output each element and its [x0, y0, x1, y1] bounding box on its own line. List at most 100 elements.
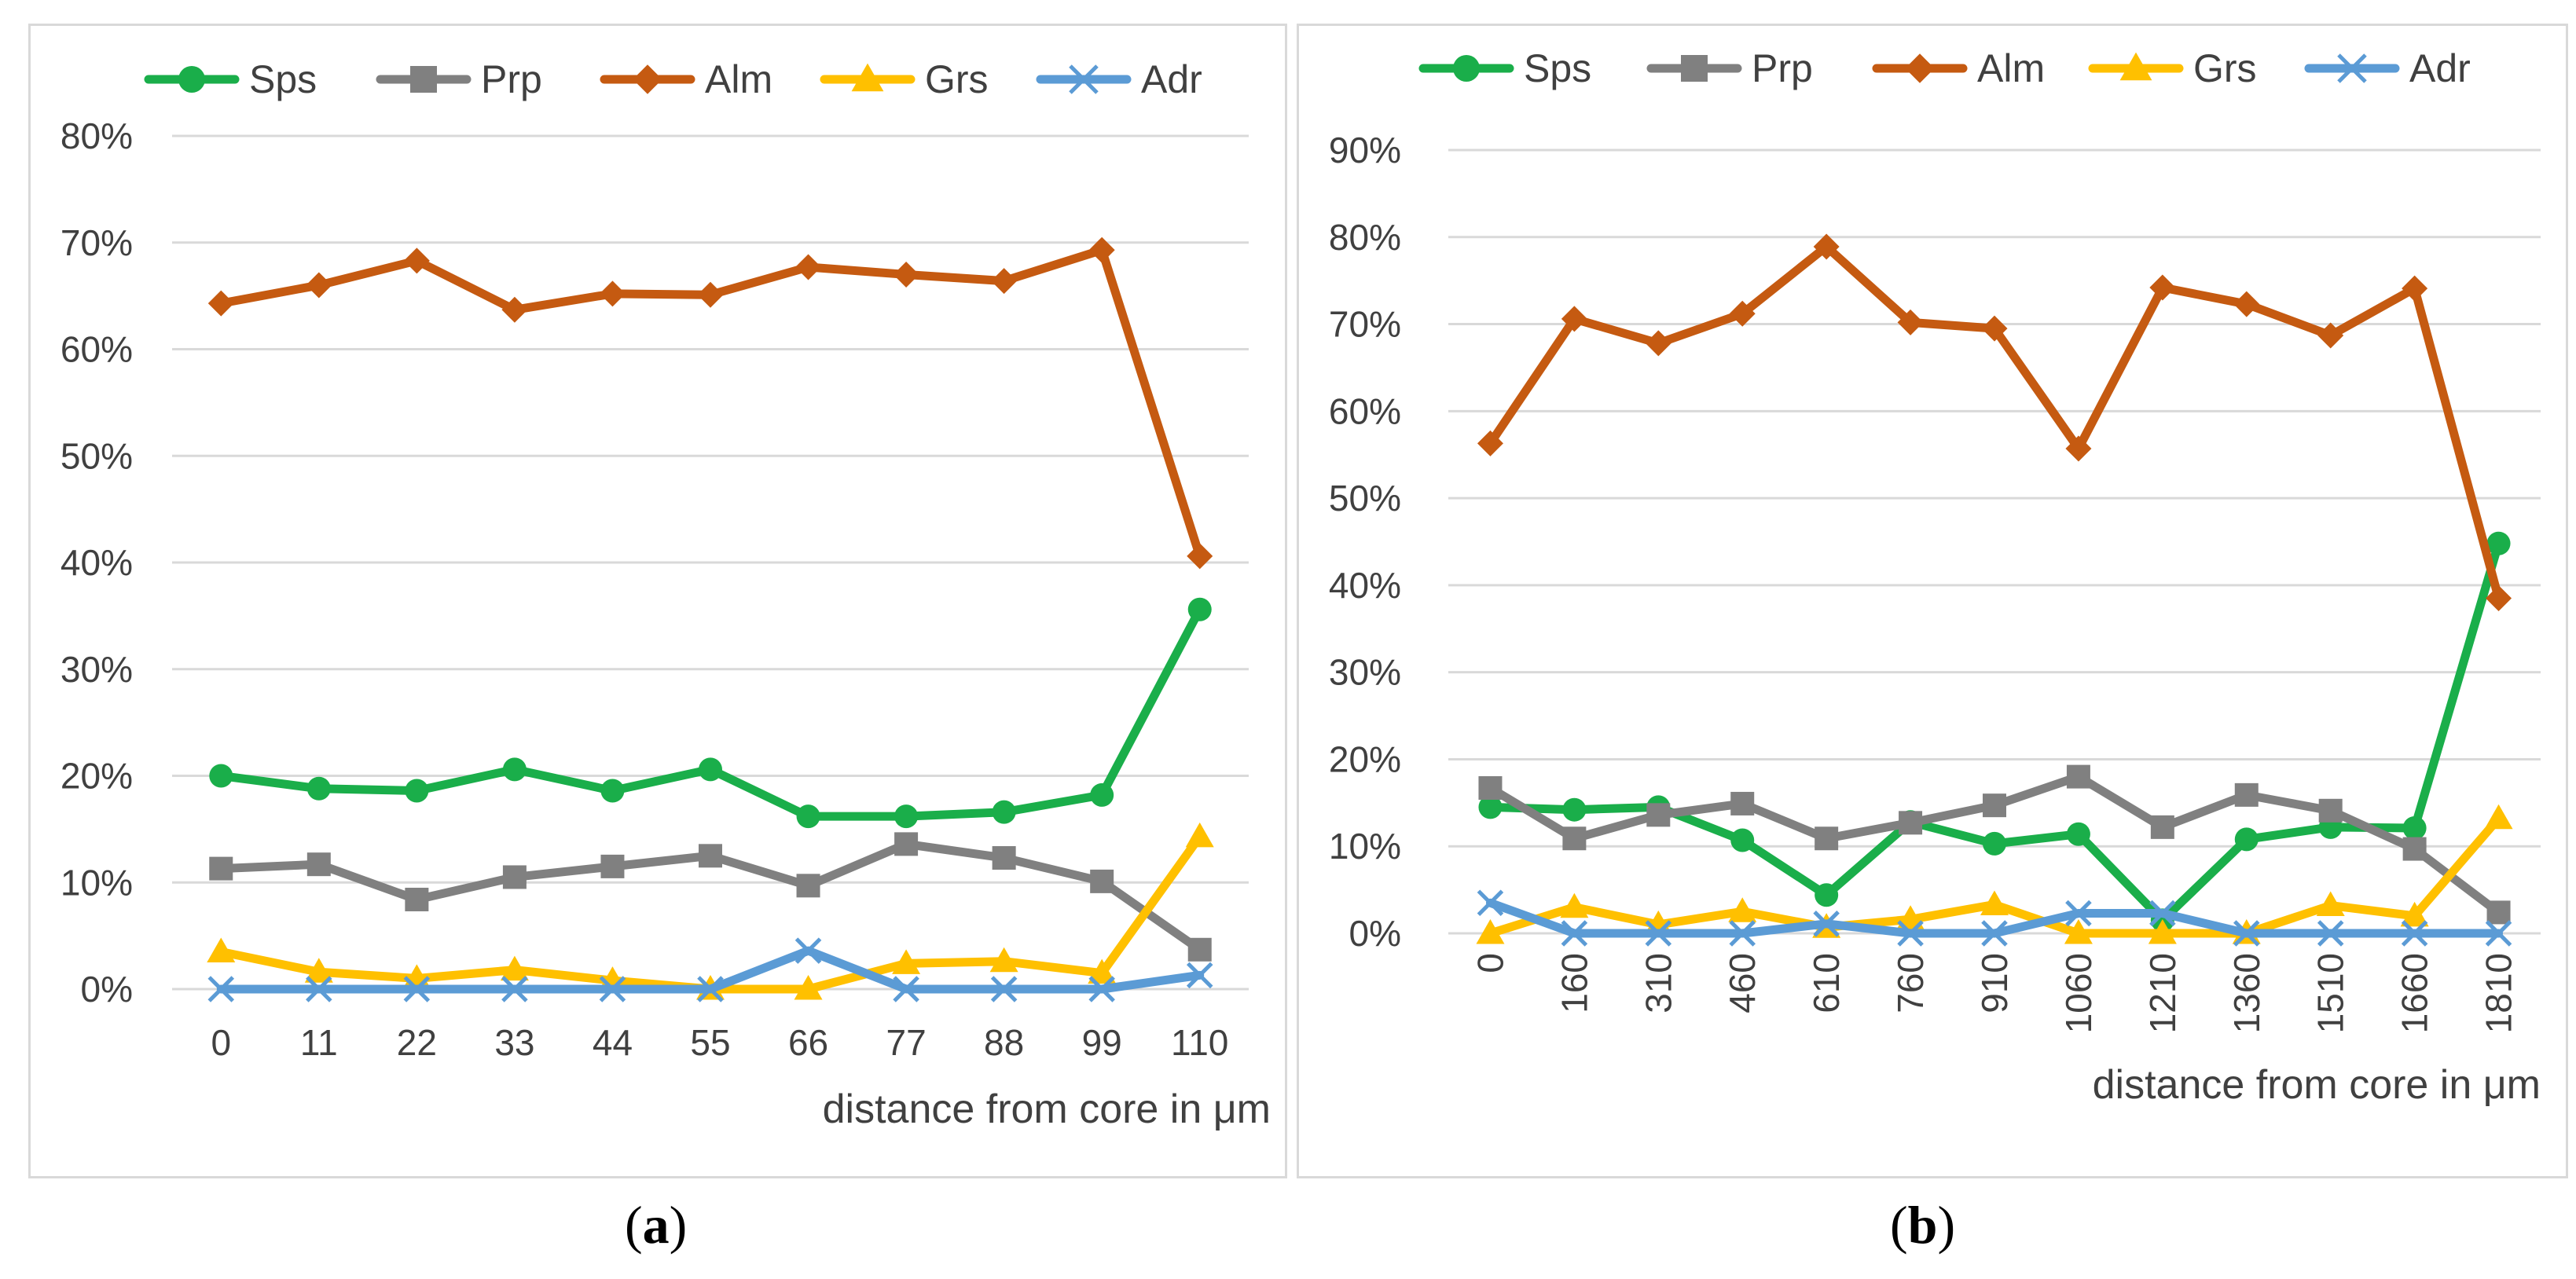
chart-a-point-sps-99 [1090, 782, 1114, 807]
chart-b-point-adr-910-stroke-2 [1981, 920, 2008, 947]
chart-a-point-adr-33 [501, 976, 528, 1002]
chart-b-legend-marker-prp [1681, 55, 1708, 82]
chart-a-point-prp-110 [1187, 937, 1212, 962]
chart-a-point-alm-33 [501, 296, 528, 323]
chart-a-ytick-80pct: 80% [61, 115, 133, 156]
chart-b-point-prp-1810 [2486, 900, 2511, 925]
chart-a-point-grs-11 [304, 958, 333, 983]
chart-a-legend-marker-sps [178, 66, 205, 93]
chart-a-point-sps-55 [699, 757, 722, 782]
caption-a: (a) [625, 1195, 688, 1255]
chart-b-point-alm-0 [1477, 430, 1503, 456]
chart-b-point-prp-1660 [2402, 837, 2427, 861]
chart-b-point-prp-910 [1983, 793, 2006, 818]
chart-a-ytick-0pct: 0% [81, 969, 133, 1010]
chart-b-ytick-0pct: 0% [1349, 913, 1401, 954]
chart-a-point-adr-99-stroke-2 [1088, 976, 1115, 1002]
chart-b-point-sps-1360 [2234, 827, 2259, 852]
chart-a-point-adr-11 [306, 976, 332, 1002]
chart-b-legend-label-sps: Sps [1524, 46, 1591, 90]
chart-b-point-prp-1210 [2150, 815, 2174, 839]
chart-b-xtick-1510: 1510 [2310, 953, 2351, 1033]
chart-a-point-alm-55 [697, 281, 724, 308]
chart-a-xtick-0: 0 [211, 1022, 231, 1063]
chart-a-legend-label-grs: Grs [925, 57, 989, 101]
chart-b-ytick-60pct: 60% [1329, 390, 1401, 431]
chart-b-xtick-310: 310 [1638, 953, 1679, 1013]
chart-b-xtick-1060: 1060 [2058, 953, 2099, 1033]
chart-a-point-prp-33 [502, 865, 527, 889]
chart-b-point-adr-1360 [2233, 920, 2260, 947]
chart-a-ytick-20pct: 20% [61, 756, 133, 797]
chart-a-point-prp-0 [209, 856, 233, 881]
chart-a-point-alm-110 [1187, 543, 1213, 570]
chart-b-ytick-80pct: 80% [1329, 217, 1401, 258]
chart-b-point-alm-760 [1897, 309, 1924, 335]
chart-a-point-sps-0 [209, 764, 233, 788]
chart-b-legend-marker-adr [2337, 53, 2367, 83]
chart-b-point-adr-1510-stroke-2 [2317, 920, 2344, 947]
chart-b-series-line-alm [1485, 242, 2504, 603]
chart-b-point-prp-1360 [2234, 782, 2259, 807]
chart-a-point-adr-55-stroke-2 [697, 976, 724, 1002]
chart-a-xtick-22: 22 [397, 1022, 437, 1063]
chart-a-legend-label-prp: Prp [481, 57, 542, 101]
chart-a-xtick-33: 33 [494, 1022, 534, 1063]
chart-a-point-alm-99 [1088, 236, 1115, 263]
chart-b-xtick-0: 0 [1470, 953, 1510, 973]
chart-a-point-prp-77 [894, 832, 919, 856]
chart-a-point-sps-66 [796, 804, 820, 829]
chart-b-point-prp-460 [1730, 791, 1755, 815]
chart-b-legend-label-adr: Adr [2409, 46, 2471, 90]
chart-a-point-adr-44-stroke-2 [599, 976, 626, 1002]
chart-b-point-grs-910 [1980, 890, 2009, 915]
chart-b-point-adr-1210 [2149, 900, 2176, 927]
chart-b-xtick-760: 760 [1890, 953, 1931, 1013]
chart-b-point-adr-610-stroke-2 [1813, 911, 1840, 937]
chart-b-xtick-1810: 1810 [2479, 953, 2519, 1033]
chart-b-point-grs-1060 [2064, 919, 2093, 944]
chart-a-svg: 0% 10% 20% 30% 40% 50% 60% 70% 80% 0 11 22 33 44 55 66 7… [61, 57, 1271, 1132]
chart-b-point-alm-1360 [2233, 291, 2260, 317]
chart-a-xlabel: distance from core in μm [823, 1087, 1271, 1132]
chart-a-point-adr-66-stroke-2 [794, 937, 822, 964]
chart-b-point-sps-610 [1815, 883, 1839, 907]
chart-a-point-grs-88 [989, 947, 1018, 973]
chart-a-point-adr-110-stroke-2 [1186, 962, 1213, 989]
chart-b-point-adr-760-stroke-2 [1897, 920, 1924, 947]
chart-b-ytick-30pct: 30% [1329, 652, 1401, 693]
chart-b-legend-label-prp: Prp [1752, 46, 1813, 90]
chart-b-point-sps-1060 [2066, 822, 2090, 846]
chart-b-point-alm-310 [1645, 330, 1671, 357]
chart-b-point-adr-1660-stroke-2 [2401, 920, 2428, 947]
chart-a-point-adr-110 [1186, 962, 1213, 989]
chart-a-point-adr-88 [990, 976, 1018, 1002]
chart-a-xtick-88: 88 [984, 1022, 1024, 1063]
chart-a-point-adr-0-stroke-2 [207, 976, 235, 1002]
chart-b-point-adr-160 [1561, 920, 1588, 947]
chart-a-point-grs-33 [500, 955, 529, 981]
chart-b-point-sps-160 [1562, 797, 1587, 822]
chart-b-point-grs-160 [1560, 892, 1589, 918]
chart-b-point-adr-1060-stroke-2 [2065, 900, 2092, 927]
chart-a-point-prp-99 [1090, 869, 1114, 893]
chart-a-xtick-44: 44 [593, 1022, 633, 1063]
chart-b-ytick-50pct: 50% [1329, 478, 1401, 519]
chart-a-legend-label-alm: Alm [705, 57, 772, 101]
chart-a-point-grs-0 [207, 937, 236, 962]
chart-b-xtick-610: 610 [1806, 953, 1847, 1013]
chart-b-point-alm-460 [1729, 300, 1756, 327]
chart-b-ytick-20pct: 20% [1329, 738, 1401, 779]
chart-a-point-sps-11 [306, 776, 331, 801]
chart-a-point-alm-0 [207, 290, 234, 317]
chart-b-point-prp-310 [1646, 803, 1671, 827]
chart-b-point-prp-1510 [2318, 798, 2343, 823]
chart-b-point-grs-460 [1728, 897, 1757, 922]
chart-a-point-adr-99 [1088, 976, 1115, 1002]
chart-b-point-prp-1060 [2066, 764, 2090, 789]
chart-a-ytick-60pct: 60% [61, 329, 133, 370]
chart-b-xtick-1210: 1210 [2142, 953, 2183, 1033]
chart-a-ytick-40pct: 40% [61, 542, 133, 583]
chart-b-svg: 0% 10% 20% 30% 40% 50% 60% 70% 80% 90% 0 160 310 460 6… [1329, 46, 2541, 1108]
chart-b-point-sps-910 [1983, 831, 2006, 856]
